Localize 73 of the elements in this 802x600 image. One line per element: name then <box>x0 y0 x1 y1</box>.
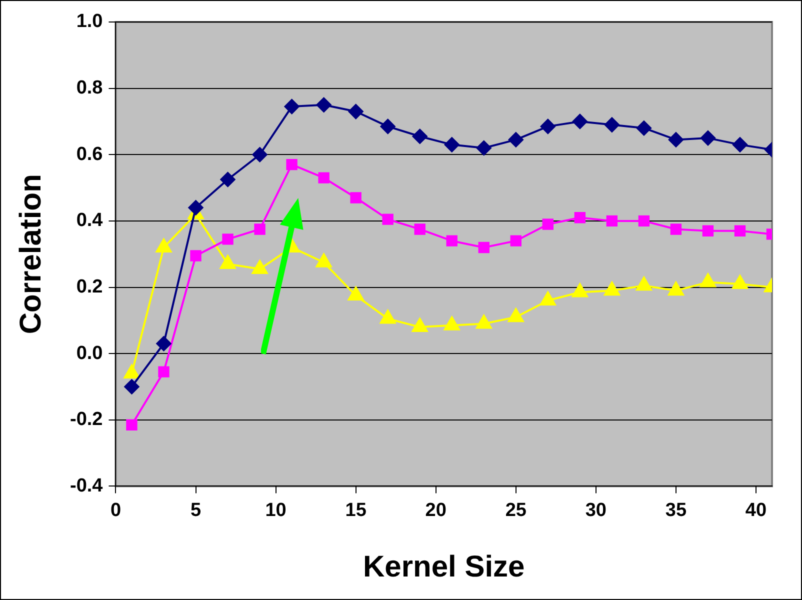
point <box>732 274 748 289</box>
point <box>316 253 332 268</box>
point <box>604 117 620 132</box>
point <box>222 234 234 245</box>
x-tick-label: 30 <box>585 500 606 521</box>
point <box>636 276 652 291</box>
point <box>318 172 330 184</box>
point <box>252 260 268 274</box>
point <box>220 255 236 270</box>
point <box>348 104 364 120</box>
x-tick-label: 20 <box>425 500 446 521</box>
point <box>572 114 588 129</box>
point <box>412 128 428 144</box>
point <box>572 283 588 298</box>
point <box>606 215 618 227</box>
point <box>638 215 650 227</box>
y-tick-label: -0.2 <box>70 409 103 430</box>
point <box>444 137 460 152</box>
x-tick-label: 15 <box>345 500 367 521</box>
point <box>510 235 522 246</box>
point <box>668 282 684 296</box>
x-tick-label: 40 <box>745 500 767 521</box>
point <box>380 118 396 134</box>
point <box>380 310 396 324</box>
y-axis-title: Correlation <box>14 174 48 334</box>
point <box>732 137 748 152</box>
x-axis-title: Kernel Size <box>363 550 525 584</box>
point <box>636 120 652 136</box>
y-tick-label: 0.4 <box>76 210 104 232</box>
point <box>670 224 682 235</box>
point <box>700 130 716 146</box>
point <box>124 364 140 378</box>
y-tick-label: 0.2 <box>76 276 103 298</box>
point <box>286 158 298 170</box>
x-tick-label: 5 <box>190 500 202 521</box>
x-tick-label: 10 <box>265 500 286 521</box>
point <box>476 314 492 329</box>
point <box>252 147 268 162</box>
point <box>188 200 204 216</box>
point <box>414 224 426 235</box>
point <box>542 218 554 230</box>
y-tick-label: 0.8 <box>76 78 103 99</box>
point <box>508 308 524 322</box>
y-tick-label: 1.0 <box>76 11 103 32</box>
x-tick-label: 25 <box>505 500 527 521</box>
y-tick-label: 0.0 <box>76 342 103 364</box>
point <box>284 99 300 114</box>
point <box>382 214 394 225</box>
point <box>444 316 460 330</box>
point <box>478 242 490 254</box>
point <box>668 132 684 148</box>
point <box>476 140 492 156</box>
point <box>702 225 714 236</box>
point <box>412 318 428 332</box>
point <box>254 224 266 235</box>
point <box>540 292 556 306</box>
point <box>574 212 586 224</box>
point <box>446 235 458 246</box>
point <box>700 273 716 288</box>
point <box>220 172 236 187</box>
x-tick-label: 35 <box>665 500 687 521</box>
y-tick-label: -0.4 <box>70 475 104 496</box>
point <box>190 250 202 262</box>
x-tick-label: 0 <box>110 500 122 521</box>
point <box>350 192 362 204</box>
point <box>604 282 620 296</box>
point <box>734 225 746 236</box>
point <box>508 132 524 148</box>
point <box>316 97 332 112</box>
y-tick-label: 0.6 <box>76 144 103 165</box>
point <box>348 286 364 301</box>
point <box>540 118 556 134</box>
point <box>156 238 172 252</box>
